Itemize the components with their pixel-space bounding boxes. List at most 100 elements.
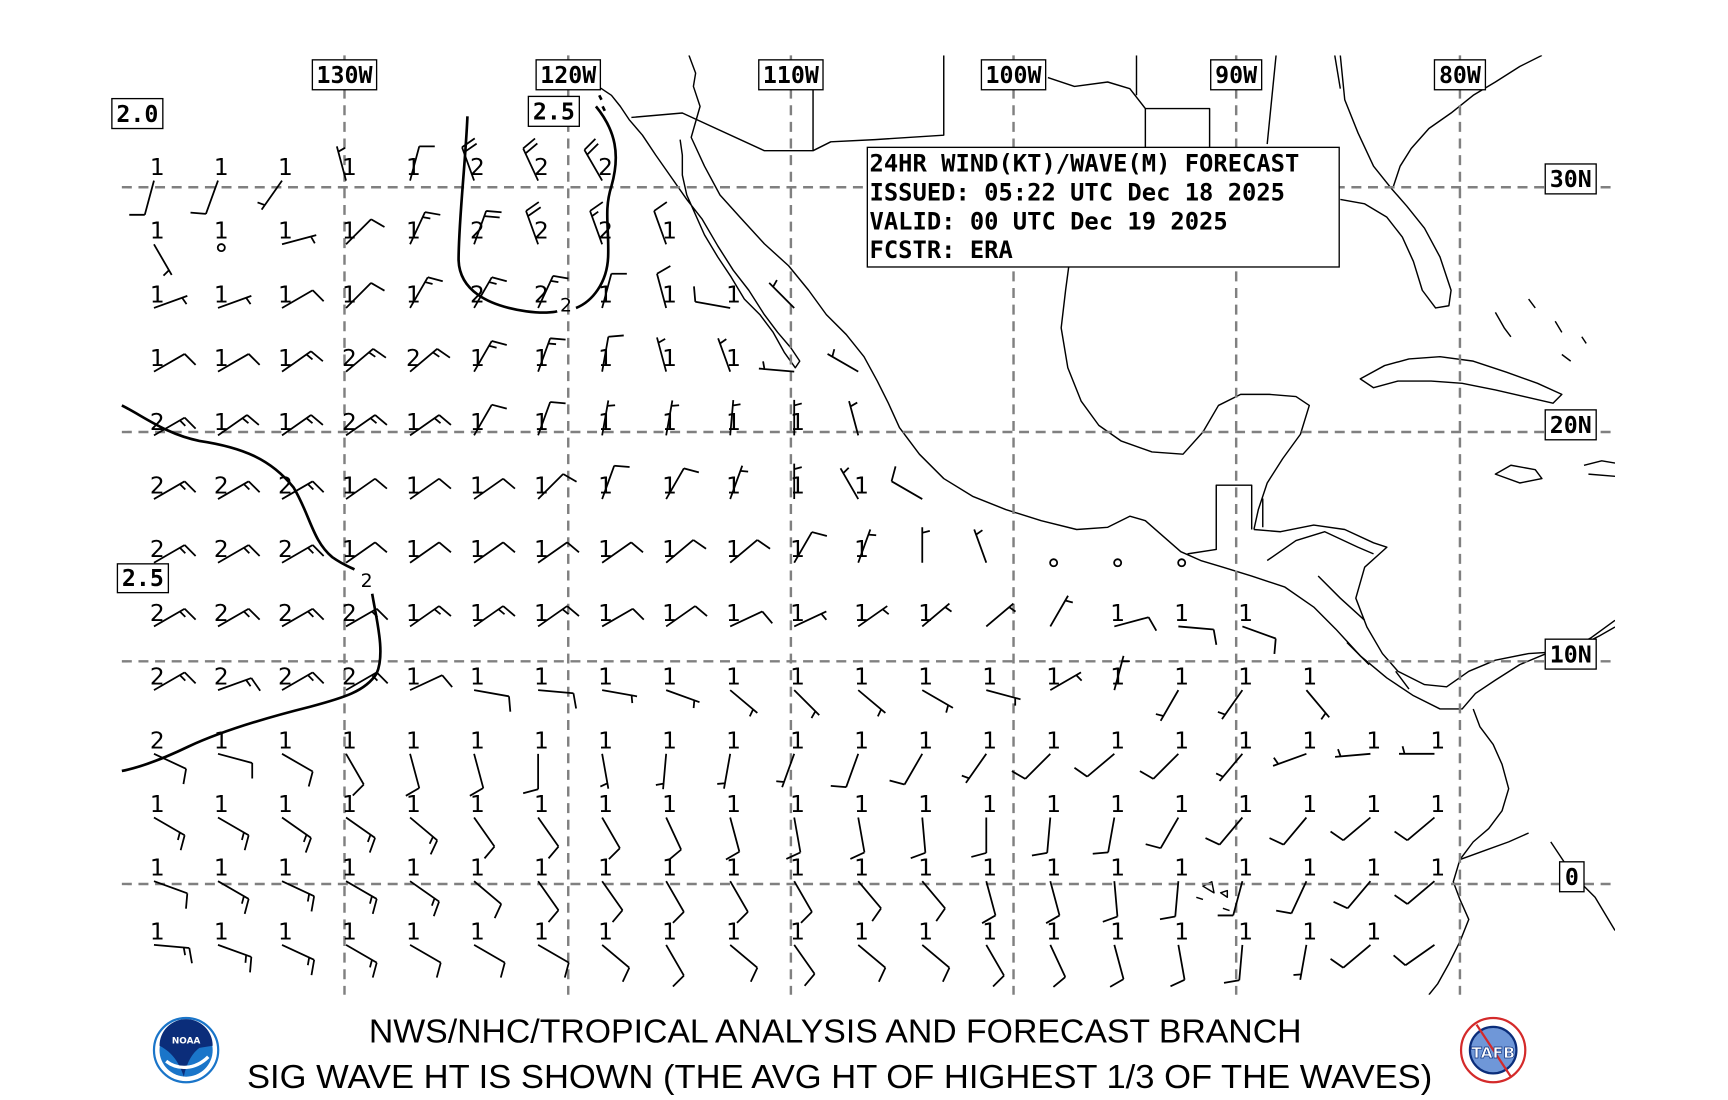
station-plot: 1 [1109,918,1125,988]
wind-barb [665,400,680,436]
station-plot: 1 [598,272,627,308]
wave-height-value: 1 [534,664,549,691]
wind-barb [345,541,388,564]
wind-barb [409,414,452,437]
wind-barb [729,539,771,564]
wave-height-value: 1 [470,855,485,882]
station-plot: 1 [1333,855,1381,910]
wind-barb [729,880,749,924]
wind-barb [1049,671,1083,691]
wind-barb [153,243,173,277]
station-plots: 1 1 1 1 1 2 2 21 1 1 1 1 2 2 2 11 1 1 1 1 2 2 1 1 11 1 1 2 2 1 1 1 1 12 1 1… [129,137,1445,988]
wind-barb [839,467,860,500]
calm-wind-circle [216,243,226,253]
wave-height-value: 1 [470,727,485,754]
wave-height-value: 1 [534,791,549,818]
station-plot: 1 [918,855,946,922]
wave-height-value: 1 [1238,600,1253,627]
wave-height-value: 1 [534,918,549,945]
station-plot: 1 [981,855,997,924]
wave-height-value: 1 [214,855,229,882]
station-plot: 1 [150,281,188,309]
wind-barb [921,944,951,983]
station-plot: 1 [406,145,435,181]
noaa-logo-text: NOAA [172,1036,201,1046]
wave-height-value: 1 [150,791,165,818]
station-plot: 1 [726,600,773,628]
wave-height-value: 1 [790,791,805,818]
station-plot: 2 [406,345,451,373]
wave-height-value: 1 [278,409,293,436]
wind-barb [665,539,707,564]
svg-text:80W: 80W [1439,62,1481,89]
station-plot: 1 [918,664,954,713]
wind-barb [910,817,927,859]
wind-barb [665,944,685,988]
wave-height-value: 1 [1238,791,1253,818]
wind-barb [601,607,645,628]
wave-height-value: 1 [214,918,229,945]
wind-barb [1330,944,1372,969]
station-plot: 1 [653,201,677,245]
wind-barb [1305,689,1330,720]
wind-barb [830,753,860,789]
wind-barb [405,753,421,797]
station-plot: 1 [534,791,560,859]
wave-height-value: 1 [598,409,613,436]
station-plot: 2 [342,664,389,691]
wind-barb [281,671,325,691]
contour-box-label: 2.0 [111,97,164,130]
station-plot: 1 [1335,727,1381,758]
wave-height-value: 1 [662,664,677,691]
station-plot: 1 [278,218,317,246]
contour-2m-south [121,593,382,773]
wind-barb [129,180,155,216]
station-plot: 1 [854,664,886,717]
station-plot: 1 [790,918,816,987]
lat-label: 10N [1544,638,1597,670]
wind-barb [281,234,317,246]
station-plot: 1 [278,727,314,787]
wind-barb [473,541,516,564]
station-plot: 1 [406,276,443,308]
wave-height-value: 1 [342,918,357,945]
wind-barb [1335,748,1371,758]
wave-height-value: 1 [1430,791,1445,818]
wave-height-value: 1 [1366,791,1381,818]
lon-label: 120W [535,59,602,91]
wind-barb [1109,944,1125,988]
station-plot: 1 [1399,727,1445,755]
wind-barb [665,467,700,500]
station-plot: 2 [342,345,387,373]
contour-inline-label: 2 [361,571,373,592]
wind-barb [665,605,708,628]
wave-height-value: 2 [214,473,229,500]
wind-barb [601,817,621,860]
wave-height-value: 2 [150,409,165,436]
wave-height-value: 1 [1238,664,1253,691]
station-plot [921,527,931,563]
wind-barb [153,607,197,628]
lat-label: 0 [1558,861,1585,893]
wind-barb [793,399,802,436]
wave-height-value: 1 [854,791,869,818]
svg-text:2.5: 2.5 [122,565,164,592]
station-plot: 1 [1394,855,1445,905]
wind-barb [665,880,685,924]
station-plot: 1 [598,464,630,500]
station-plot: 1 [1102,855,1125,923]
wave-height-value: 1 [726,600,741,627]
station-plot: 1 [1046,918,1067,988]
wave-height-value: 1 [214,281,229,308]
station-plot: 1 [790,399,805,436]
wave-height-value: 1 [1174,918,1189,945]
wind-barb [537,337,566,372]
station-plot: 1 [1205,791,1253,846]
station-plot: 2 [278,536,325,564]
wind-barb [857,689,886,717]
wind-barb [409,944,442,978]
station-plot: 1 [470,536,516,564]
lat-label: 30N [1544,163,1597,195]
station-plot [848,400,860,436]
svg-text:100W: 100W [986,62,1042,89]
